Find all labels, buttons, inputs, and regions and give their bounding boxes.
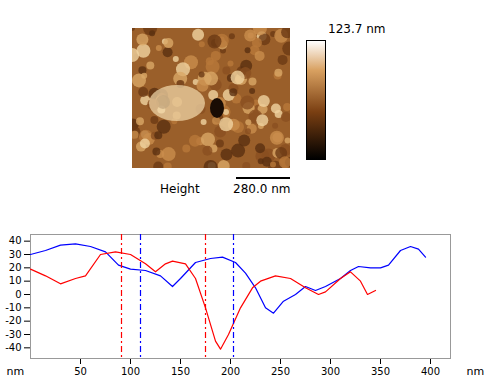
svg-text:250: 250 xyxy=(271,366,290,377)
svg-text:400: 400 xyxy=(421,366,440,377)
html-text:280.0 nm: 280.0 nm xyxy=(233,182,291,196)
svg-text:20: 20 xyxy=(9,262,22,273)
svg-text:30: 30 xyxy=(9,249,22,260)
svg-text:nm: nm xyxy=(7,365,25,378)
svg-text:200: 200 xyxy=(221,366,240,377)
svg-text:10: 10 xyxy=(9,275,22,286)
svg-text:50: 50 xyxy=(74,366,87,377)
svg-text:-30: -30 xyxy=(5,329,21,340)
svg-text:-10: -10 xyxy=(5,302,21,313)
html-text:Height: Height xyxy=(160,182,200,196)
svg-text:-40: -40 xyxy=(5,342,21,353)
svg-text:150: 150 xyxy=(171,366,190,377)
svg-text:nm: nm xyxy=(467,365,485,378)
svg-text:0: 0 xyxy=(15,289,21,300)
svg-text:40: 40 xyxy=(9,235,22,246)
svg-text:100: 100 xyxy=(121,366,140,377)
svg-text:-20: -20 xyxy=(5,315,21,326)
html-text:123.7 nm: 123.7 nm xyxy=(328,22,386,36)
svg-text:300: 300 xyxy=(321,366,340,377)
svg-text:350: 350 xyxy=(371,366,390,377)
